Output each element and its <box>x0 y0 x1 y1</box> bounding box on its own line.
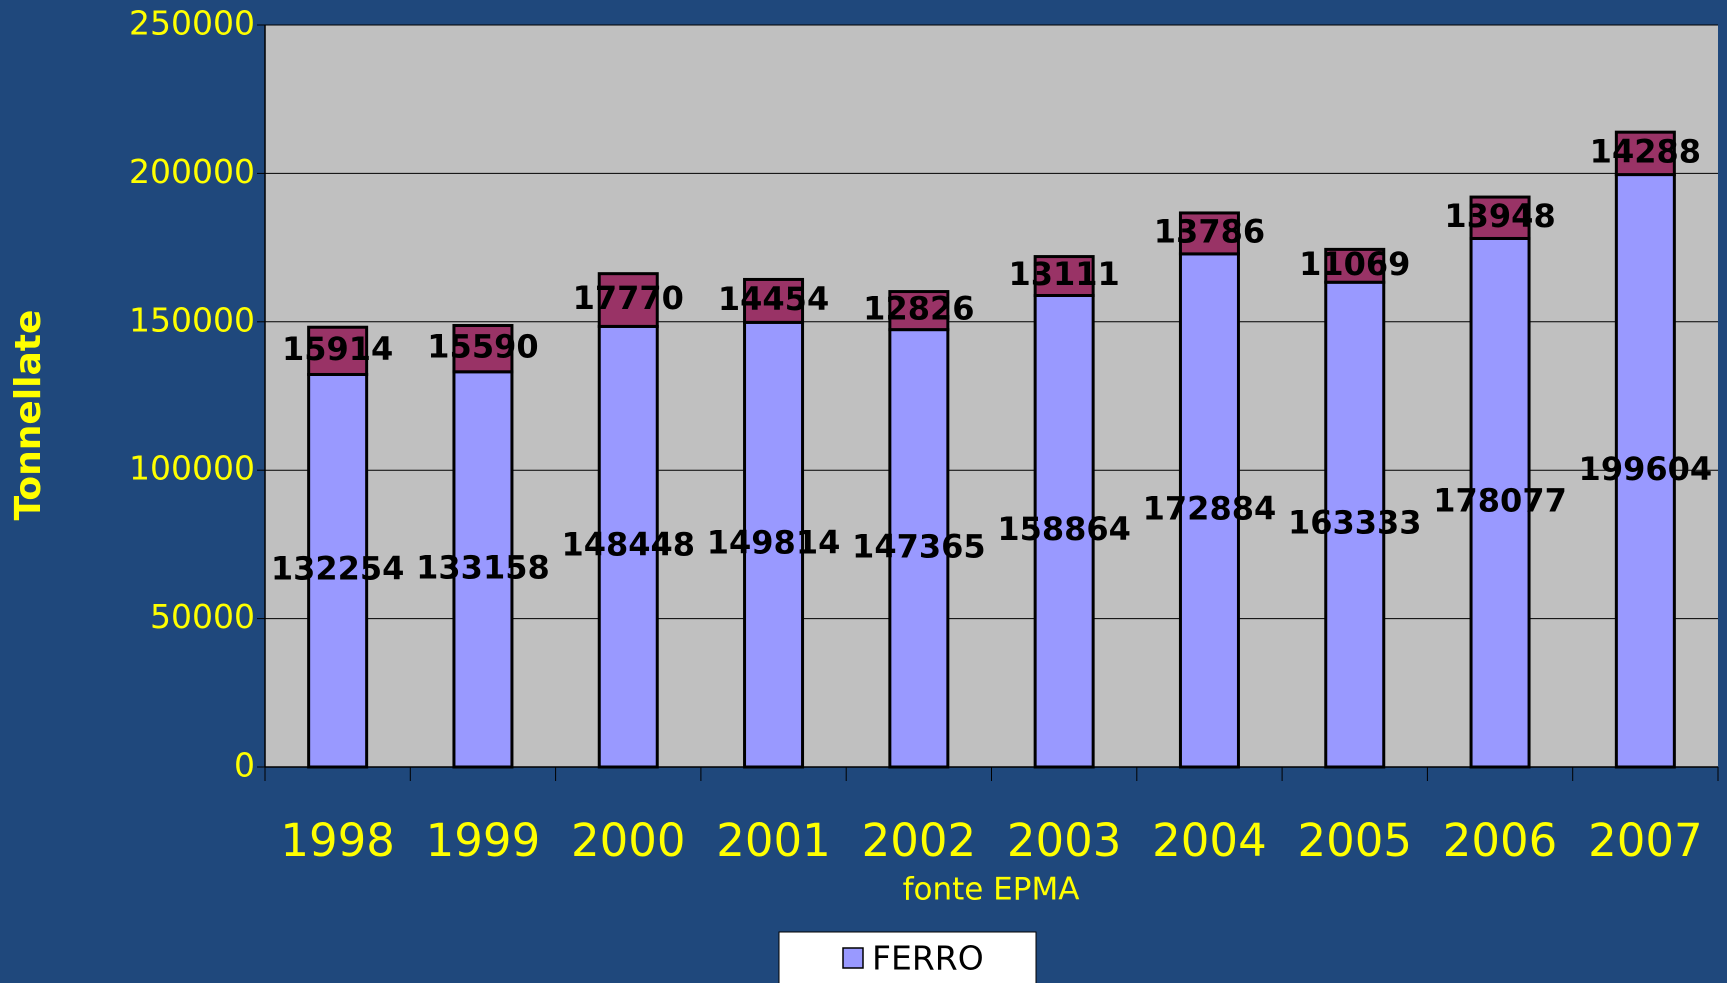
y-tick-label: 200000 <box>129 152 255 191</box>
data-label: 172884 <box>1143 489 1277 527</box>
data-label: 15590 <box>427 328 538 366</box>
y-tick-label: 50000 <box>150 597 255 636</box>
bar-segment <box>1324 247 1386 284</box>
bar-segment <box>743 320 805 769</box>
data-label: 14454 <box>718 280 829 318</box>
x-tick-label: 2005 <box>1297 814 1412 867</box>
x-tick-label: 2006 <box>1443 814 1558 867</box>
x-tick-label: 2004 <box>1152 814 1267 867</box>
data-label: 147365 <box>852 527 986 565</box>
data-label: 149814 <box>707 524 841 562</box>
bar-segment <box>1033 293 1095 769</box>
data-label: 132254 <box>271 550 405 588</box>
data-label: 133158 <box>416 548 550 586</box>
y-tick-label: 150000 <box>129 300 255 339</box>
x-tick-label: 2003 <box>1007 814 1122 867</box>
bar-segment <box>597 324 659 769</box>
bar-segment <box>307 325 369 376</box>
data-label: 13948 <box>1444 197 1555 235</box>
x-tick-label: 2007 <box>1588 814 1703 867</box>
legend-label: FERRO <box>872 939 984 978</box>
data-label: 158864 <box>997 510 1131 548</box>
bar-segment <box>1614 130 1676 177</box>
x-tick-label: 2000 <box>571 814 686 867</box>
data-label: 12826 <box>863 290 974 328</box>
data-label: 15914 <box>282 330 393 368</box>
legend-swatch <box>842 947 864 969</box>
bar-segment <box>1178 211 1240 256</box>
y-tick-label: 0 <box>234 746 255 785</box>
bar-segment <box>1033 255 1095 297</box>
x-tick-label: 2001 <box>716 814 831 867</box>
data-label: 163333 <box>1288 504 1422 542</box>
bar-segment <box>888 290 950 332</box>
bar-segment <box>1469 195 1531 240</box>
bar-segment <box>452 324 514 374</box>
data-label: 17770 <box>573 279 684 317</box>
y-axis-label: Tonnellate <box>8 310 49 521</box>
data-label: 11069 <box>1299 245 1410 283</box>
x-tick-label: 1999 <box>426 814 541 867</box>
data-label: 13786 <box>1154 212 1265 250</box>
data-label: 14288 <box>1590 132 1701 170</box>
bar-segment <box>452 370 514 769</box>
data-label: 199604 <box>1579 450 1713 488</box>
data-label: 148448 <box>561 526 695 564</box>
x-tick-label: 2002 <box>862 814 977 867</box>
bar-segment <box>1614 173 1676 769</box>
data-label: 178077 <box>1433 482 1567 520</box>
x-axis-label: fonte EPMA <box>903 872 1080 908</box>
bar-segment <box>1324 280 1386 769</box>
bar-segment <box>743 277 805 324</box>
bar-segment <box>597 272 659 328</box>
legend <box>778 931 1037 983</box>
y-tick-label: 100000 <box>129 449 255 488</box>
x-tick-label: 1998 <box>280 814 395 867</box>
y-tick-label: 250000 <box>129 4 255 43</box>
bar-segment <box>1469 236 1531 769</box>
data-label: 13111 <box>1008 255 1119 293</box>
